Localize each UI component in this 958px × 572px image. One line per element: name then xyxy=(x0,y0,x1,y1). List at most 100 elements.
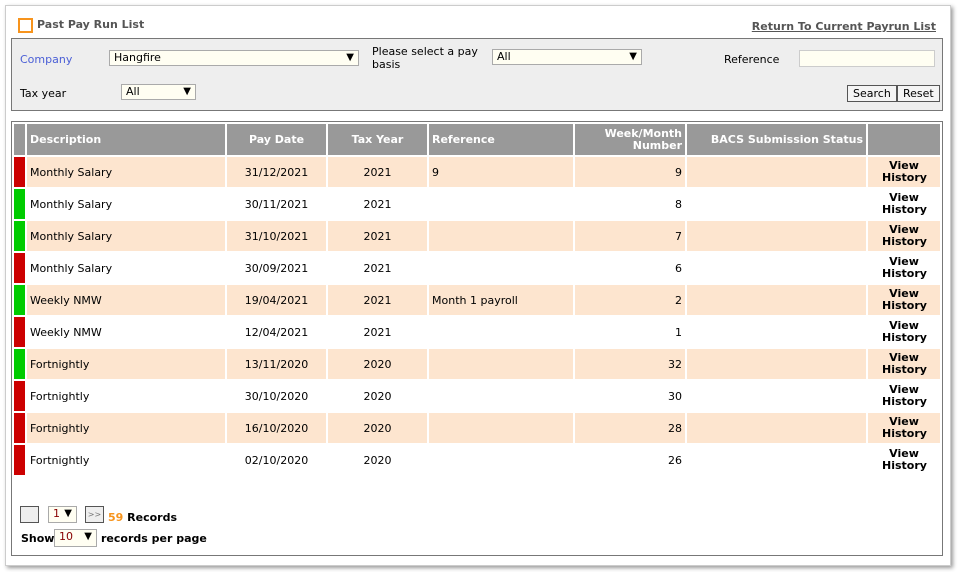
view-history-label[interactable]: View History xyxy=(882,415,927,440)
view-history-label[interactable]: View History xyxy=(882,383,927,408)
status-indicator xyxy=(14,253,25,283)
reference-cell xyxy=(429,189,573,219)
view-history-link[interactable]: View History xyxy=(868,413,940,443)
pay-run-table: Description Pay Date Tax Year Reference … xyxy=(12,122,942,477)
reference-input[interactable] xyxy=(799,50,935,67)
tax-year-cell: 2021 xyxy=(328,157,427,187)
page-title: Past Pay Run List xyxy=(37,18,145,31)
tax-year-cell: 2020 xyxy=(328,413,427,443)
bacs-status-cell xyxy=(687,413,866,443)
view-history-link[interactable]: View History xyxy=(868,285,940,315)
chevron-down-icon: ▼ xyxy=(346,52,354,63)
week-month-number-cell: 28 xyxy=(575,413,685,443)
status-indicator xyxy=(14,381,25,411)
reference-cell xyxy=(429,445,573,475)
pay-date-cell: 02/10/2020 xyxy=(244,453,309,467)
table-row: Fortnightly 30/10/2020 2020 30 View Hist… xyxy=(14,381,940,411)
chevron-down-icon: ▼ xyxy=(183,86,191,97)
view-history-link[interactable]: View History xyxy=(868,221,940,251)
view-history-label[interactable]: View History xyxy=(882,191,927,216)
column-header-week-month-number[interactable]: Week/Month Number xyxy=(575,124,685,155)
previous-page-button[interactable] xyxy=(20,506,39,523)
pay-date-cell: 30/10/2020 xyxy=(244,389,309,403)
view-history-label[interactable]: View History xyxy=(882,447,927,472)
table-row: Fortnightly 13/11/2020 2020 32 View Hist… xyxy=(14,349,940,379)
view-history-label[interactable]: View History xyxy=(882,223,927,248)
view-history-label[interactable]: View History xyxy=(882,159,927,184)
view-history-link[interactable]: View History xyxy=(868,317,940,347)
pay-date-cell: 13/11/2020 xyxy=(227,349,326,379)
search-button[interactable]: Search xyxy=(847,85,897,102)
tax-year-select[interactable]: All ▼ xyxy=(121,84,196,100)
status-indicator xyxy=(14,189,25,219)
tax-year-value: All xyxy=(126,85,140,98)
reset-button[interactable]: Reset xyxy=(897,85,940,102)
status-indicator xyxy=(14,285,25,315)
reference-label: Reference xyxy=(724,53,780,66)
page-select[interactable]: 1 ▼ xyxy=(48,506,77,523)
records-label: Records xyxy=(127,511,178,524)
pay-date-cell: 31/12/2021 xyxy=(227,157,326,187)
per-page-value: 10 xyxy=(59,530,73,543)
pay-date-cell: 12/04/2021 xyxy=(244,325,309,339)
company-label: Company xyxy=(20,53,73,66)
record-count: 59 xyxy=(108,511,124,524)
reference-cell: 9 xyxy=(429,157,573,187)
column-header-reference[interactable]: Reference xyxy=(429,124,573,155)
status-indicator xyxy=(14,221,25,251)
next-page-button[interactable]: >> xyxy=(85,506,104,523)
pay-basis-value: All xyxy=(497,50,511,63)
bacs-status-cell xyxy=(687,189,866,219)
tax-year-cell: 2021 xyxy=(363,325,392,339)
description-cell: Fortnightly xyxy=(30,389,90,403)
reference-cell: Month 1 payroll xyxy=(429,285,573,315)
column-header-actions xyxy=(868,124,940,155)
view-history-link[interactable]: View History xyxy=(868,253,940,283)
table-row: Weekly NMW 12/04/2021 2021 1 View Histor… xyxy=(14,317,940,347)
bacs-status-cell xyxy=(687,381,866,411)
view-history-link[interactable]: View History xyxy=(868,381,940,411)
week-month-number-cell: 2 xyxy=(575,285,685,315)
column-header-tax-year[interactable]: Tax Year xyxy=(328,124,427,155)
table-row: Fortnightly 16/10/2020 2020 28 View Hist… xyxy=(14,413,940,443)
pay-date-cell: 19/04/2021 xyxy=(227,285,326,315)
tax-year-cell: 2021 xyxy=(328,221,427,251)
description-cell: Fortnightly xyxy=(27,413,225,443)
column-header-bacs-status[interactable]: BACS Submission Status xyxy=(687,124,866,155)
reference-cell xyxy=(429,221,573,251)
view-history-link[interactable]: View History xyxy=(868,349,940,379)
return-to-current-payrun-link[interactable]: Return To Current Payrun List xyxy=(751,20,936,33)
status-indicator xyxy=(14,413,25,443)
week-month-number-cell: 30 xyxy=(668,389,682,403)
table-row: Monthly Salary 31/10/2021 2021 7 View Hi… xyxy=(14,221,940,251)
filter-panel: Company Hangfire ▼ Please select a pay ba… xyxy=(11,38,943,111)
per-page-select[interactable]: 10 ▼ xyxy=(54,529,97,547)
view-history-label[interactable]: View History xyxy=(882,319,927,344)
view-history-label[interactable]: View History xyxy=(882,351,927,376)
reference-cell xyxy=(429,253,573,283)
company-value: Hangfire xyxy=(114,51,161,64)
per-page-label: records per page xyxy=(101,532,207,545)
table-row: Monthly Salary 30/11/2021 2021 8 View Hi… xyxy=(14,189,940,219)
column-header-description[interactable]: Description xyxy=(27,124,225,155)
status-indicator xyxy=(14,317,25,347)
view-history-label[interactable]: View History xyxy=(882,287,927,312)
week-month-number-cell: 26 xyxy=(668,453,682,467)
tax-year-cell: 2021 xyxy=(363,261,392,275)
tax-year-cell: 2020 xyxy=(363,453,392,467)
view-history-link[interactable]: View History xyxy=(868,157,940,187)
pay-basis-select[interactable]: All ▼ xyxy=(492,49,642,65)
tax-year-cell: 2020 xyxy=(328,349,427,379)
view-history-link[interactable]: View History xyxy=(868,445,940,475)
bacs-status-cell xyxy=(687,285,866,315)
company-select[interactable]: Hangfire ▼ xyxy=(109,50,359,66)
reference-cell xyxy=(429,317,573,347)
column-header-pay-date[interactable]: Pay Date xyxy=(227,124,326,155)
reference-cell xyxy=(429,349,573,379)
description-cell: Monthly Salary xyxy=(27,221,225,251)
bacs-status-cell xyxy=(687,221,866,251)
view-history-label[interactable]: View History xyxy=(882,255,927,280)
view-history-link[interactable]: View History xyxy=(868,189,940,219)
description-cell: Monthly Salary xyxy=(27,157,225,187)
week-month-number-cell: 7 xyxy=(575,221,685,251)
